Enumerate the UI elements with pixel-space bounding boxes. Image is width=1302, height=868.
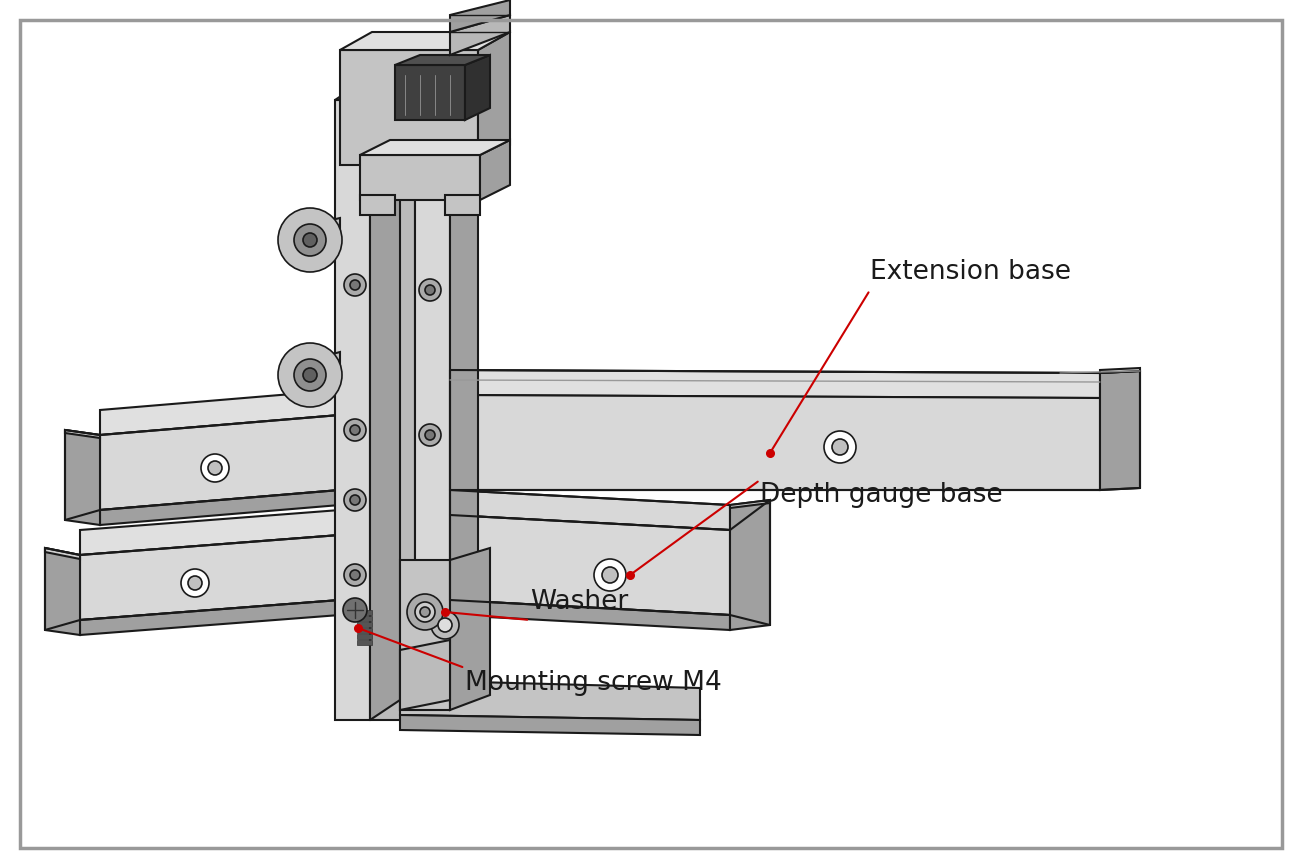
Polygon shape: [335, 100, 370, 720]
Polygon shape: [310, 218, 340, 255]
Polygon shape: [79, 600, 340, 635]
Polygon shape: [357, 634, 372, 639]
Polygon shape: [357, 610, 372, 615]
Polygon shape: [46, 548, 79, 635]
Polygon shape: [100, 390, 340, 435]
Circle shape: [344, 489, 366, 511]
Polygon shape: [370, 80, 400, 720]
Polygon shape: [400, 715, 700, 735]
Polygon shape: [335, 80, 400, 100]
Circle shape: [294, 224, 326, 256]
Polygon shape: [450, 15, 510, 55]
Polygon shape: [357, 622, 372, 627]
Polygon shape: [370, 100, 415, 720]
Polygon shape: [340, 50, 478, 165]
Circle shape: [602, 567, 618, 583]
Polygon shape: [415, 82, 478, 100]
Polygon shape: [359, 195, 395, 215]
Polygon shape: [310, 352, 340, 390]
Polygon shape: [79, 510, 340, 555]
Polygon shape: [359, 140, 510, 155]
Polygon shape: [340, 32, 510, 50]
Polygon shape: [730, 500, 769, 508]
Circle shape: [344, 419, 366, 441]
Polygon shape: [478, 32, 510, 165]
Polygon shape: [100, 415, 340, 510]
Circle shape: [303, 368, 316, 382]
Circle shape: [201, 454, 229, 482]
Circle shape: [594, 559, 626, 591]
Circle shape: [424, 285, 435, 295]
Polygon shape: [465, 55, 490, 120]
Circle shape: [419, 279, 441, 301]
Text: Extension base: Extension base: [870, 259, 1072, 285]
Circle shape: [419, 424, 441, 446]
Circle shape: [294, 359, 326, 391]
Circle shape: [350, 570, 359, 580]
Polygon shape: [100, 490, 340, 525]
Polygon shape: [65, 430, 100, 438]
Circle shape: [344, 564, 366, 586]
Circle shape: [342, 598, 367, 622]
Circle shape: [208, 461, 223, 475]
Polygon shape: [445, 195, 480, 215]
Polygon shape: [450, 370, 1100, 398]
Polygon shape: [450, 515, 730, 615]
Circle shape: [421, 607, 430, 617]
Circle shape: [350, 280, 359, 290]
Polygon shape: [450, 600, 730, 630]
Circle shape: [408, 594, 443, 630]
Polygon shape: [357, 616, 372, 621]
Polygon shape: [415, 100, 450, 700]
Polygon shape: [1100, 371, 1141, 490]
Circle shape: [415, 602, 435, 622]
Polygon shape: [357, 628, 372, 633]
Circle shape: [424, 430, 435, 440]
Polygon shape: [730, 500, 769, 630]
Text: Depth gauge base: Depth gauge base: [760, 482, 1003, 508]
Circle shape: [437, 618, 452, 632]
Circle shape: [350, 425, 359, 435]
Polygon shape: [359, 155, 480, 200]
Circle shape: [279, 208, 342, 272]
Circle shape: [832, 439, 848, 455]
Circle shape: [187, 576, 202, 590]
Text: Mounting screw M4: Mounting screw M4: [465, 670, 721, 696]
Polygon shape: [450, 490, 730, 530]
Circle shape: [344, 274, 366, 296]
Polygon shape: [400, 560, 450, 710]
Text: Washer: Washer: [530, 589, 629, 615]
Polygon shape: [395, 65, 465, 120]
Polygon shape: [65, 430, 100, 525]
Polygon shape: [450, 395, 1100, 490]
Polygon shape: [400, 680, 700, 720]
Polygon shape: [46, 548, 79, 559]
Circle shape: [181, 569, 210, 597]
Polygon shape: [400, 640, 450, 710]
Polygon shape: [450, 0, 510, 32]
Circle shape: [303, 233, 316, 247]
Circle shape: [824, 431, 855, 463]
Circle shape: [279, 343, 342, 407]
Polygon shape: [1100, 368, 1141, 373]
Polygon shape: [450, 548, 490, 710]
Circle shape: [350, 495, 359, 505]
Polygon shape: [79, 535, 340, 620]
Circle shape: [431, 611, 460, 639]
Polygon shape: [480, 140, 510, 200]
Polygon shape: [357, 640, 372, 645]
Polygon shape: [450, 82, 478, 700]
Polygon shape: [395, 55, 490, 65]
